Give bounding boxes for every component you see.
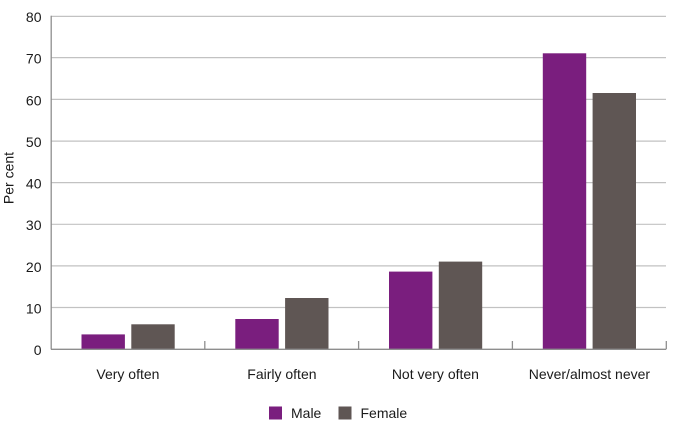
- svg-text:Male: Male: [291, 405, 322, 421]
- svg-text:Per cent: Per cent: [1, 152, 17, 204]
- svg-text:Fairly often: Fairly often: [247, 366, 316, 382]
- svg-text:30: 30: [26, 217, 42, 233]
- svg-text:20: 20: [26, 259, 42, 275]
- svg-text:70: 70: [26, 51, 42, 67]
- svg-text:10: 10: [26, 301, 42, 317]
- svg-text:50: 50: [26, 134, 42, 150]
- svg-text:Not very often: Not very often: [392, 366, 479, 382]
- svg-text:Never/almost never: Never/almost never: [529, 366, 651, 382]
- svg-text:Very often: Very often: [96, 366, 159, 382]
- svg-text:0: 0: [34, 342, 42, 358]
- svg-text:40: 40: [26, 176, 42, 192]
- svg-text:Female: Female: [361, 405, 408, 421]
- svg-text:60: 60: [26, 92, 42, 108]
- svg-text:80: 80: [26, 9, 42, 25]
